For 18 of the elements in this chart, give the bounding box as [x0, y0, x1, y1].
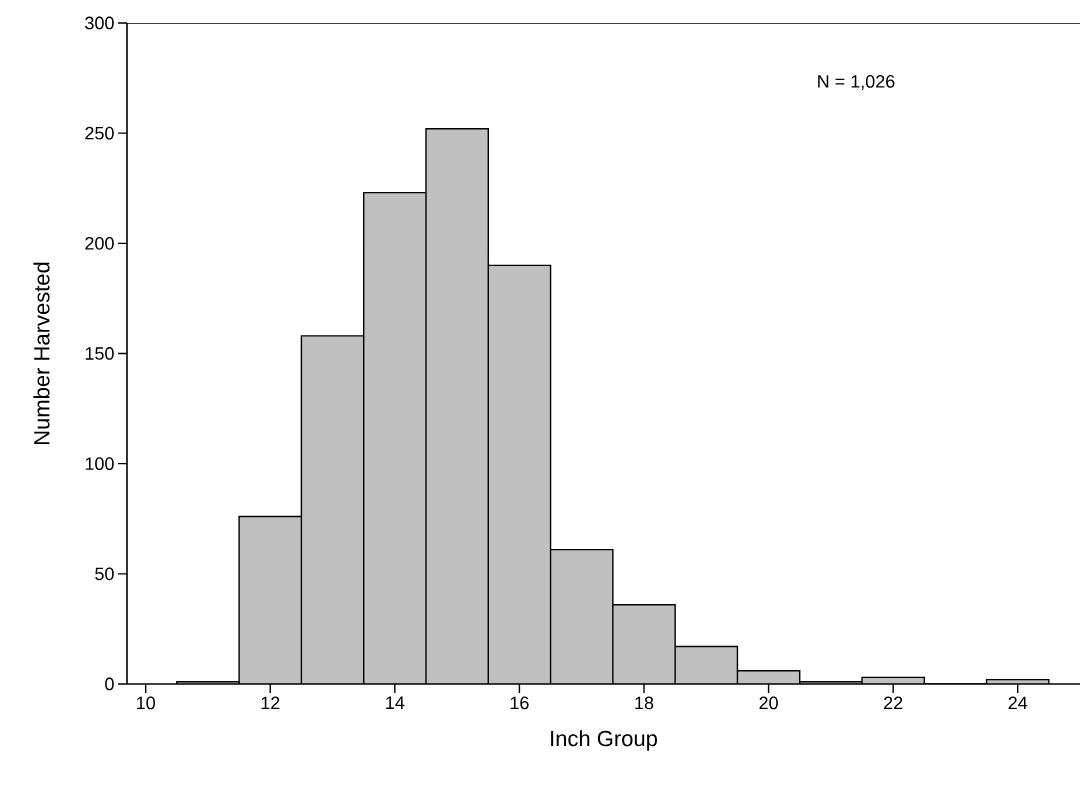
y-tick-label: 100: [85, 457, 114, 471]
annotation: N = 1,026: [818, 75, 895, 90]
y-tick-label: 200: [85, 236, 114, 250]
x-tick-label: 16: [510, 696, 529, 710]
x-tick-label: 24: [1008, 696, 1028, 710]
x-axis-title: Inch Group: [551, 730, 657, 751]
x-tick-label: 20: [759, 696, 778, 710]
x-tick-label: 10: [137, 696, 155, 710]
x-tick-label: 18: [635, 696, 654, 710]
y-tick-label: 250: [85, 126, 114, 140]
x-tick-label: 14: [386, 696, 405, 709]
y-tick-label: 300: [85, 16, 114, 30]
y-tick-label: 0: [105, 677, 114, 691]
x-tick-label: 12: [261, 696, 280, 710]
y-tick-label: 50: [95, 567, 114, 581]
x-tick-label: 22: [884, 696, 903, 710]
y-axis-title: Number Harvested: [33, 262, 50, 445]
y-tick-label: 150: [85, 347, 114, 360]
